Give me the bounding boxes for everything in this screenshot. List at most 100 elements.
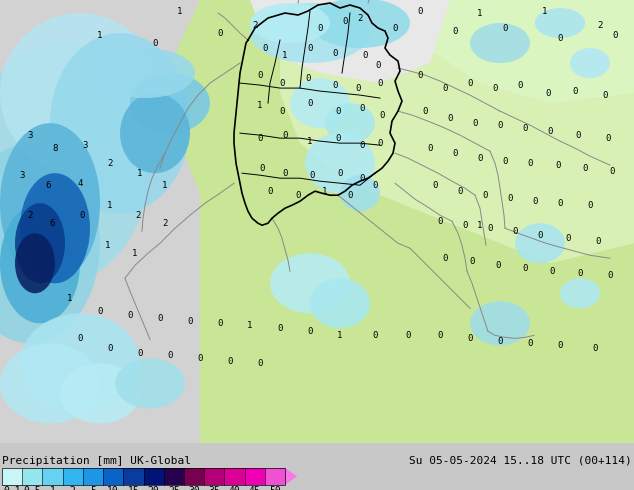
Text: 4: 4 <box>77 179 82 188</box>
Text: 0: 0 <box>372 181 378 190</box>
Text: 0.1: 0.1 <box>3 487 21 490</box>
Text: 0: 0 <box>377 139 383 147</box>
Text: 0: 0 <box>602 91 607 99</box>
Ellipse shape <box>120 93 190 173</box>
Text: 0: 0 <box>282 131 288 140</box>
Text: 1: 1 <box>97 30 103 40</box>
Text: 0: 0 <box>437 331 443 340</box>
Text: 0: 0 <box>347 191 353 200</box>
Text: 0: 0 <box>309 171 314 180</box>
Ellipse shape <box>0 123 100 283</box>
Ellipse shape <box>470 23 530 63</box>
Ellipse shape <box>20 173 90 283</box>
Text: 2: 2 <box>597 21 603 29</box>
Bar <box>143 468 164 485</box>
Bar <box>22 468 42 485</box>
Text: 0: 0 <box>217 319 223 328</box>
Polygon shape <box>280 0 634 263</box>
Bar <box>204 468 224 485</box>
Text: 0: 0 <box>502 24 508 32</box>
Bar <box>42 468 63 485</box>
Text: 1: 1 <box>337 331 343 340</box>
Text: 0: 0 <box>262 44 268 52</box>
Text: 0: 0 <box>317 24 323 32</box>
Ellipse shape <box>0 343 100 423</box>
Bar <box>164 468 184 485</box>
Ellipse shape <box>115 358 185 408</box>
Text: 0: 0 <box>138 349 143 358</box>
Text: 0: 0 <box>443 84 448 93</box>
Ellipse shape <box>515 223 565 263</box>
Text: 0: 0 <box>257 359 262 368</box>
Text: 0: 0 <box>467 334 473 343</box>
Ellipse shape <box>0 203 80 323</box>
Text: 0: 0 <box>307 98 313 108</box>
Text: 0: 0 <box>545 89 551 98</box>
Text: 0: 0 <box>362 50 368 60</box>
Text: 45: 45 <box>249 487 261 490</box>
Text: 0: 0 <box>377 78 383 88</box>
Polygon shape <box>285 468 297 485</box>
Text: 0: 0 <box>187 317 193 326</box>
Text: 0: 0 <box>443 254 448 263</box>
Text: 1: 1 <box>178 6 183 16</box>
Text: 10: 10 <box>107 487 119 490</box>
Text: 0: 0 <box>277 324 283 333</box>
Text: 0: 0 <box>467 78 473 88</box>
Bar <box>245 468 265 485</box>
Text: 0: 0 <box>307 327 313 336</box>
Text: 0: 0 <box>547 126 553 136</box>
Text: 3: 3 <box>82 141 87 149</box>
Bar <box>184 468 204 485</box>
Text: 0: 0 <box>512 227 518 236</box>
Text: 0: 0 <box>437 217 443 226</box>
Text: 1: 1 <box>477 8 482 18</box>
Ellipse shape <box>0 43 150 283</box>
Text: 0: 0 <box>422 107 428 116</box>
Text: 0: 0 <box>578 269 583 278</box>
Bar <box>103 468 123 485</box>
Text: 2: 2 <box>27 211 33 220</box>
Text: 50: 50 <box>269 487 281 490</box>
Text: 0: 0 <box>127 311 133 320</box>
Text: 0: 0 <box>337 169 343 178</box>
Text: 8: 8 <box>53 144 58 153</box>
Text: 0: 0 <box>295 191 301 200</box>
Text: 0: 0 <box>472 119 477 127</box>
Text: 1: 1 <box>257 100 262 110</box>
Text: 0.5: 0.5 <box>23 487 41 490</box>
Text: 0: 0 <box>372 331 378 340</box>
Text: 0: 0 <box>417 6 423 16</box>
Polygon shape <box>400 0 634 103</box>
Text: 2: 2 <box>135 211 141 220</box>
Text: 0: 0 <box>257 71 262 79</box>
Text: 0: 0 <box>493 84 498 93</box>
Ellipse shape <box>560 278 600 308</box>
Text: 0: 0 <box>355 84 361 93</box>
Polygon shape <box>250 0 450 83</box>
Text: 0: 0 <box>587 201 593 210</box>
Text: 0: 0 <box>573 87 578 96</box>
Ellipse shape <box>270 253 350 313</box>
Text: 2: 2 <box>107 159 113 168</box>
Text: 0: 0 <box>335 107 340 116</box>
Text: 0: 0 <box>582 164 588 172</box>
Text: 0: 0 <box>427 144 432 153</box>
Text: 0: 0 <box>557 199 563 208</box>
Text: 35: 35 <box>209 487 220 490</box>
Text: 0: 0 <box>517 80 522 90</box>
Text: 1: 1 <box>542 6 548 16</box>
Text: 0: 0 <box>77 334 82 343</box>
Text: 0: 0 <box>555 161 560 170</box>
Text: 5: 5 <box>90 487 96 490</box>
Text: 40: 40 <box>229 487 240 490</box>
Text: 0: 0 <box>417 71 423 79</box>
Bar <box>123 468 143 485</box>
Text: 0: 0 <box>280 107 285 116</box>
Text: 1: 1 <box>477 220 482 230</box>
Ellipse shape <box>250 3 370 63</box>
Text: 1: 1 <box>162 181 167 190</box>
Text: 0: 0 <box>575 131 581 140</box>
Text: 0: 0 <box>592 344 598 353</box>
Text: 0: 0 <box>469 257 475 266</box>
